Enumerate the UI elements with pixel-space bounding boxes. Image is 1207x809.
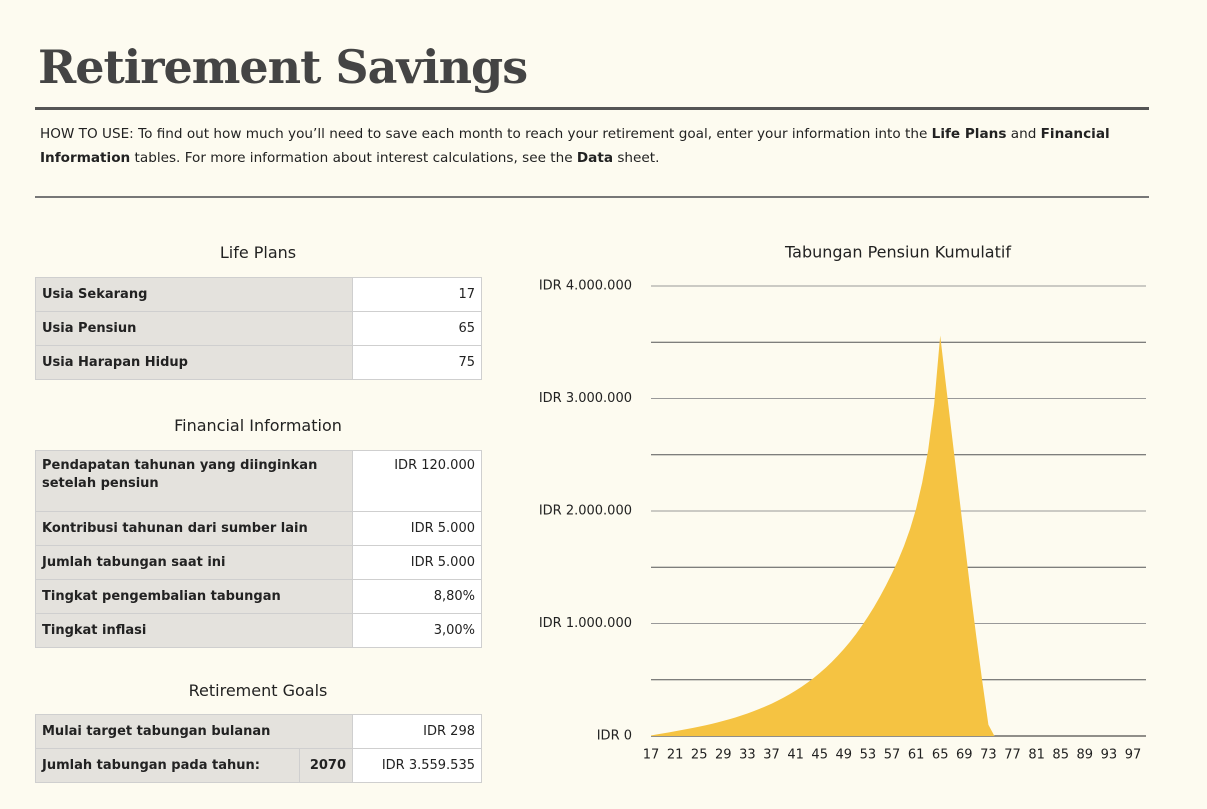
text: HOW TO USE: To find out how much you’ll … bbox=[40, 126, 932, 142]
x-tick-label: 61 bbox=[908, 748, 925, 763]
text: Financial Information bbox=[40, 126, 1110, 166]
y-tick-label: IDR 1.000.000 bbox=[539, 616, 632, 631]
cell: Usia Pensiun bbox=[35, 311, 353, 346]
cell[interactable]: IDR 5.000 bbox=[352, 511, 482, 546]
x-tick-label: 29 bbox=[715, 748, 732, 763]
cell[interactable]: 3,00% bbox=[352, 613, 482, 648]
cell[interactable]: 75 bbox=[352, 345, 482, 380]
cell[interactable]: IDR 5.000 bbox=[352, 545, 482, 580]
x-tick-label: 57 bbox=[884, 748, 901, 763]
rule bbox=[35, 196, 1149, 198]
x-tick-label: 85 bbox=[1052, 748, 1069, 763]
x-tick-label: 53 bbox=[860, 748, 877, 763]
cell: Tingkat inflasi bbox=[35, 613, 353, 648]
table-title: Financial Information bbox=[174, 416, 342, 435]
goals-table: Mulai target tabungan bulanan IDR 298 Jum… bbox=[35, 714, 482, 783]
x-tick-label: 49 bbox=[836, 748, 853, 763]
cell: Usia Harapan Hidup bbox=[35, 345, 353, 380]
x-tick-label: 81 bbox=[1028, 748, 1045, 763]
x-tick-label: 25 bbox=[691, 748, 708, 763]
y-tick-label: IDR 4.000.000 bbox=[539, 279, 632, 294]
x-tick-label: 41 bbox=[787, 748, 804, 763]
x-tick-label: 73 bbox=[980, 748, 997, 763]
cell: Mulai target tabungan bulanan bbox=[35, 714, 353, 749]
cell: Jumlah tabungan saat ini bbox=[35, 545, 353, 580]
page-title: Retirement Savings bbox=[38, 40, 528, 94]
x-tick-label: 65 bbox=[932, 748, 949, 763]
text: Data bbox=[576, 150, 614, 166]
x-tick-label: 45 bbox=[811, 748, 828, 763]
cell: Kontribusi tahunan dari sumber lain bbox=[35, 511, 353, 546]
cell: Pendapatan tahunan yang diinginkan setel… bbox=[35, 450, 353, 512]
cell: IDR 3.559.535 bbox=[352, 748, 482, 783]
text: and bbox=[1006, 126, 1041, 142]
rule bbox=[35, 107, 1149, 110]
text: sheet. bbox=[613, 150, 660, 166]
y-tick-label: IDR 0 bbox=[597, 729, 632, 744]
cell[interactable]: IDR 120.000 bbox=[352, 450, 482, 512]
cell: Usia Sekarang bbox=[35, 277, 353, 312]
x-tick-label: 89 bbox=[1077, 748, 1094, 763]
x-tick-label: 21 bbox=[667, 748, 684, 763]
x-tick-label: 77 bbox=[1004, 748, 1021, 763]
x-tick-label: 37 bbox=[763, 748, 780, 763]
cell: IDR 298 bbox=[352, 714, 482, 749]
x-tick-label: 17 bbox=[643, 748, 660, 763]
cell[interactable]: 8,80% bbox=[352, 579, 482, 614]
text: Life Plans bbox=[931, 126, 1007, 142]
table-title: Retirement Goals bbox=[188, 681, 328, 700]
cell: Jumlah tabungan pada tahun: bbox=[35, 748, 300, 783]
life-plans-table: Usia Sekarang 17 Usia Pensiun 65 Usia Hara… bbox=[35, 277, 482, 380]
x-tick-label: 33 bbox=[739, 748, 756, 763]
instructions: HOW TO USE: To find out how much you’ll … bbox=[40, 122, 1150, 170]
text: tables. For more information about inter… bbox=[130, 150, 577, 166]
cell: 2070 bbox=[298, 748, 354, 783]
y-tick-label: IDR 2.000.000 bbox=[539, 504, 632, 519]
table-title: Life Plans bbox=[219, 243, 297, 262]
area bbox=[651, 335, 1133, 736]
chart-title: Tabungan Pensiun Kumulatif bbox=[784, 243, 1011, 262]
financial-table: Pendapatan tahunan yang diinginkan setel… bbox=[35, 450, 482, 648]
y-tick-label: IDR 3.000.000 bbox=[539, 391, 632, 406]
cell[interactable]: 17 bbox=[352, 277, 482, 312]
x-tick-label: 97 bbox=[1125, 748, 1142, 763]
x-tick-label: 69 bbox=[956, 748, 973, 763]
x-tick-label: 93 bbox=[1101, 748, 1118, 763]
